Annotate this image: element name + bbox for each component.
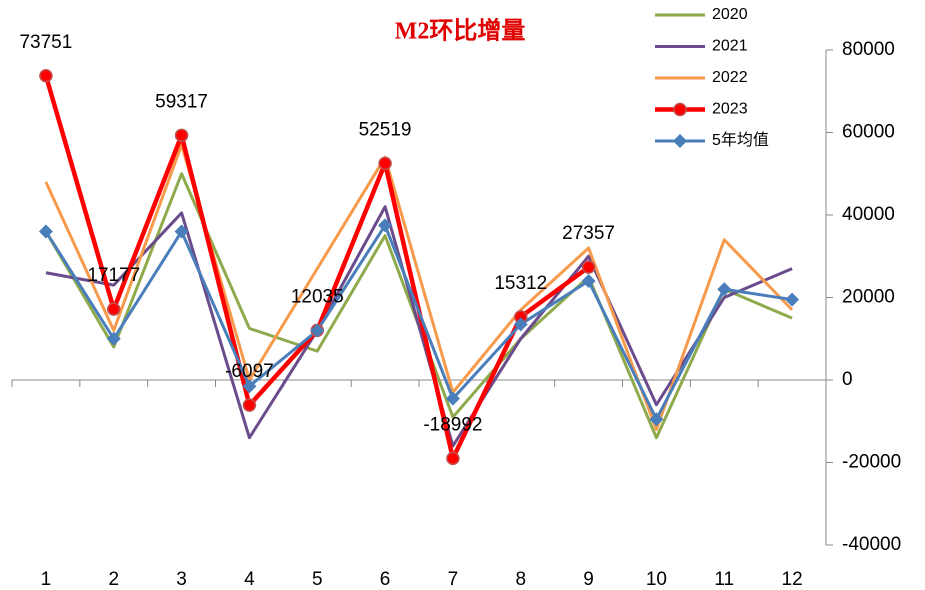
point (446, 451, 460, 466)
x-tick-label: 12 (782, 569, 803, 590)
x-tick-label: 10 (646, 569, 667, 590)
x-tick-label: 1 (41, 569, 52, 590)
point (107, 302, 121, 316)
legend-label: 2023 (712, 101, 748, 118)
data-label: 12035 (291, 286, 344, 307)
data-label: 15312 (494, 273, 547, 294)
x-tick-label: 8 (515, 569, 526, 590)
point (581, 274, 596, 288)
point (378, 156, 392, 171)
point (242, 398, 257, 412)
point (513, 317, 528, 332)
x-tick-label: 3 (176, 569, 187, 590)
legend-marker (673, 102, 687, 117)
legend-label: 2021 (712, 38, 748, 55)
data-label: 59317 (155, 91, 208, 112)
legend-label: 2022 (712, 69, 748, 86)
point (445, 391, 460, 406)
x-tick-label: 5 (312, 569, 323, 590)
y-tick-label: 0 (842, 369, 853, 390)
y-tick-label: 60000 (842, 122, 895, 143)
point (39, 69, 53, 83)
x-tick-label: 7 (448, 569, 459, 590)
point (310, 323, 325, 338)
y-tick-label: 40000 (842, 204, 895, 225)
series-line (44, 223, 793, 421)
data-label: -6097 (225, 361, 274, 382)
data-label: 52519 (359, 119, 412, 140)
x-tick-label: 9 (583, 569, 594, 590)
x-tick-label: 6 (380, 569, 391, 590)
legend-label: 5年均值 (712, 131, 769, 149)
y-tick-label: 20000 (842, 287, 895, 308)
point (38, 224, 53, 239)
y-tick-label: -20000 (842, 452, 901, 473)
y-tick-label: 80000 (842, 39, 895, 60)
x-tick-label: 2 (108, 569, 119, 590)
point (649, 412, 664, 427)
point (106, 331, 121, 346)
point (785, 292, 800, 307)
point (174, 224, 189, 239)
x-tick-label: 4 (244, 569, 255, 590)
point (174, 128, 189, 143)
data-label: 73751 (19, 32, 72, 53)
data-label: -18992 (423, 414, 482, 435)
point (581, 260, 596, 274)
point (717, 282, 732, 297)
series-line (45, 205, 793, 448)
chart-title: M2环比增量 (395, 17, 526, 45)
legend-label: 2020 (712, 6, 748, 23)
point (378, 218, 393, 233)
legend-marker (673, 134, 687, 148)
data-label: 27357 (562, 223, 615, 244)
point (242, 379, 257, 394)
y-tick-label: -40000 (842, 534, 901, 555)
x-tick-label: 11 (714, 569, 734, 590)
data-label: 17177 (87, 265, 140, 286)
